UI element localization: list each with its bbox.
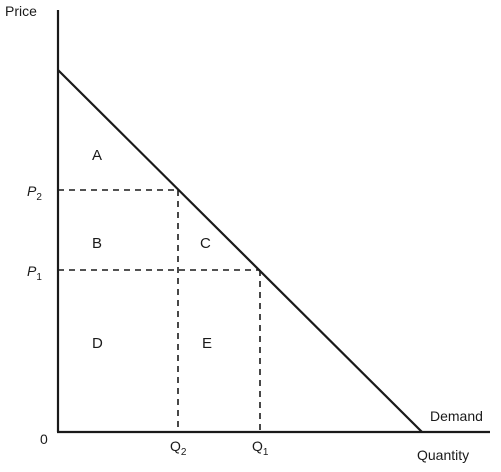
region-c-label: C bbox=[200, 235, 211, 252]
p1-label-base: P bbox=[27, 263, 37, 279]
y-axis-label: Price bbox=[5, 3, 37, 19]
q1-label-base: Q bbox=[252, 438, 263, 454]
p2-label-base: P bbox=[27, 183, 37, 199]
x-axis-label: Quantity bbox=[417, 447, 469, 463]
region-e-label: E bbox=[202, 335, 212, 352]
q2-label: Q2 bbox=[170, 438, 187, 458]
demand-label: Demand bbox=[430, 408, 483, 424]
q2-label-base: Q bbox=[170, 438, 181, 454]
origin-label: 0 bbox=[40, 431, 48, 447]
p2-label-sub: 2 bbox=[36, 192, 42, 203]
region-b-label: B bbox=[92, 235, 102, 252]
q2-label-sub: 2 bbox=[181, 447, 187, 458]
q1-label: Q1 bbox=[252, 438, 269, 458]
region-d-label: D bbox=[92, 335, 103, 352]
p1-label: P1 bbox=[27, 263, 42, 283]
q1-label-sub: 1 bbox=[263, 447, 269, 458]
p2-label: P2 bbox=[27, 183, 42, 203]
region-a-label: A bbox=[92, 147, 102, 164]
demand-curve bbox=[57, 69, 423, 433]
p1-label-sub: 1 bbox=[36, 272, 42, 283]
